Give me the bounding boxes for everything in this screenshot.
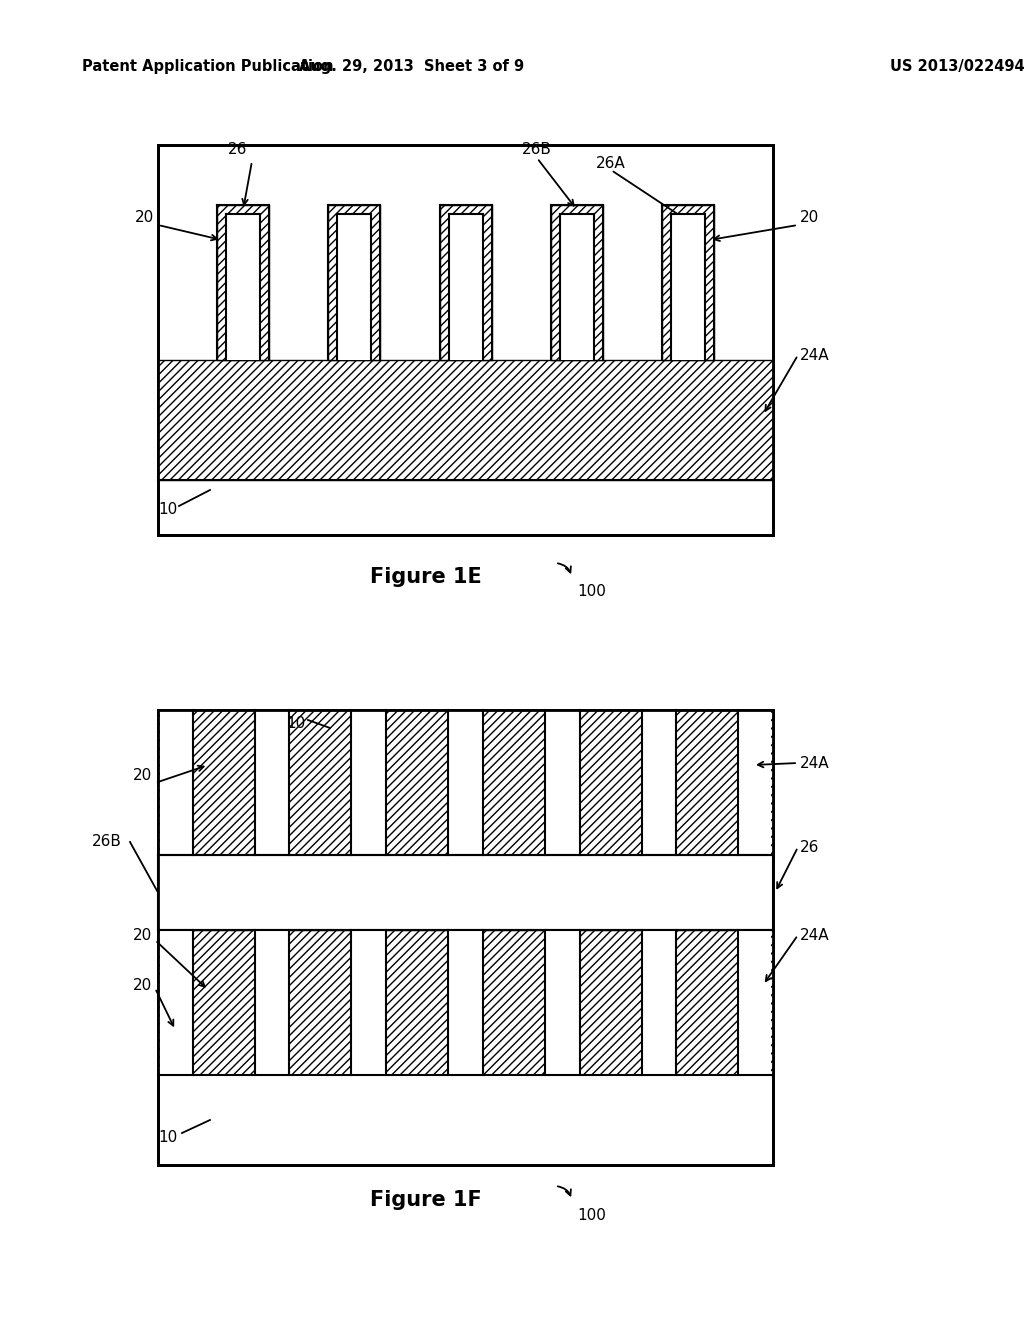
Text: 100: 100 [577, 1208, 606, 1222]
Text: 20: 20 [132, 767, 152, 783]
Bar [738, 711, 771, 854]
Text: 26B: 26B [92, 834, 122, 850]
Text: Aug. 29, 2013  Sheet 3 of 9: Aug. 29, 2013 Sheet 3 of 9 [299, 59, 524, 74]
Bar [158, 145, 773, 535]
Bar [662, 205, 714, 360]
Text: 24A: 24A [800, 347, 829, 363]
Text: 20: 20 [132, 928, 152, 942]
Bar [160, 711, 193, 854]
Text: 26: 26 [228, 143, 248, 157]
Bar [160, 931, 193, 1074]
Text: 26: 26 [800, 840, 819, 854]
Bar [545, 931, 580, 1074]
Bar [329, 205, 380, 360]
Text: 26A: 26A [596, 156, 626, 170]
Bar [337, 214, 372, 360]
Text: 100: 100 [577, 585, 606, 599]
Bar [738, 931, 771, 1074]
Text: 10: 10 [159, 1130, 177, 1146]
Text: 24A: 24A [800, 928, 829, 942]
Bar [642, 931, 676, 1074]
Bar [158, 360, 773, 480]
Text: 10: 10 [287, 717, 305, 731]
Bar [551, 205, 603, 360]
Bar [351, 931, 386, 1074]
Text: 10: 10 [159, 503, 177, 517]
Text: US 2013/0224945 A1: US 2013/0224945 A1 [890, 59, 1024, 74]
Bar [351, 711, 386, 854]
Bar [642, 711, 676, 854]
Bar [158, 710, 773, 1166]
Bar [671, 214, 705, 360]
Bar [226, 214, 260, 360]
Text: 26B: 26B [522, 143, 552, 157]
Bar [160, 1074, 771, 1163]
Bar [158, 855, 773, 931]
Text: Figure 1F: Figure 1F [370, 1191, 482, 1210]
Bar [439, 205, 492, 360]
Bar [560, 214, 594, 360]
Text: 20: 20 [132, 978, 152, 993]
Text: 20: 20 [134, 210, 154, 226]
Bar [449, 711, 483, 854]
Text: Figure 1E: Figure 1E [370, 568, 482, 587]
Text: 24A: 24A [800, 755, 829, 771]
Bar [449, 214, 482, 360]
Text: 20: 20 [800, 210, 819, 226]
Bar [158, 710, 773, 855]
Bar [158, 931, 773, 1074]
Bar [217, 205, 269, 360]
Bar [255, 711, 290, 854]
Bar [545, 711, 580, 854]
Text: Patent Application Publication: Patent Application Publication [82, 59, 334, 74]
Bar [449, 931, 483, 1074]
Bar [255, 931, 290, 1074]
